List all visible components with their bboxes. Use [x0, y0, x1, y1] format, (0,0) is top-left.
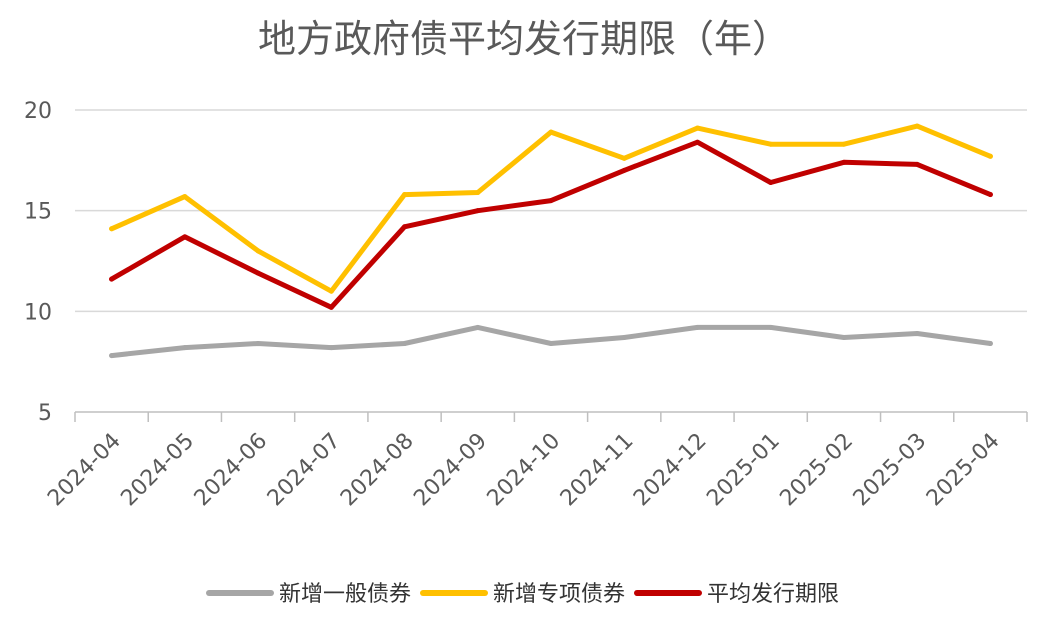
legend-label-2: 平均发行期限 — [707, 582, 839, 607]
chart-title: 地方政府债平均发行期限（年） — [258, 17, 790, 61]
x-tick-label: 2024-11 — [556, 429, 639, 512]
x-tick-label: 2025-02 — [775, 429, 858, 512]
legend-label-1: 新增专项债券 — [493, 582, 625, 607]
data-point — [402, 341, 408, 347]
y-tick-label: 20 — [24, 99, 52, 124]
data-point — [987, 341, 993, 347]
data-point — [475, 190, 481, 196]
y-tick-label: 15 — [24, 200, 52, 225]
x-tick-label: 2024-09 — [409, 429, 492, 512]
data-point — [841, 335, 847, 341]
x-tick-label: 2025-04 — [922, 429, 1005, 512]
data-point — [548, 198, 554, 204]
data-point — [694, 324, 700, 330]
data-point — [255, 341, 261, 347]
data-point — [328, 288, 334, 294]
data-point — [621, 167, 627, 173]
data-point — [768, 324, 774, 330]
data-point — [914, 330, 920, 336]
data-point — [182, 234, 188, 240]
x-tick-label: 2024-08 — [336, 429, 419, 512]
x-axis — [74, 411, 1028, 422]
grid-lines — [75, 109, 1027, 313]
data-point — [109, 353, 115, 359]
x-tick-label: 2024-12 — [629, 429, 712, 512]
y-tick-label: 10 — [24, 300, 52, 325]
data-point — [621, 335, 627, 341]
legend-label-0: 新增一般债券 — [279, 582, 411, 607]
data-point — [621, 155, 627, 161]
data-point — [987, 153, 993, 159]
data-point — [914, 123, 920, 129]
data-point — [694, 125, 700, 131]
x-tick-label: 2024-07 — [263, 429, 346, 512]
data-point — [548, 341, 554, 347]
data-point — [768, 141, 774, 147]
data-point — [402, 192, 408, 198]
x-tick-label: 2025-01 — [702, 429, 785, 512]
data-point — [109, 276, 115, 282]
data-point — [768, 179, 774, 185]
data-point — [402, 224, 408, 230]
y-tick-label: 5 — [38, 401, 52, 426]
data-point — [182, 194, 188, 200]
x-tick-label: 2024-05 — [116, 429, 199, 512]
data-point — [475, 324, 481, 330]
data-point — [548, 129, 554, 135]
data-point — [182, 345, 188, 351]
data-point — [255, 270, 261, 276]
x-axis-ticks: 2024-042024-052024-062024-072024-082024-… — [43, 429, 1004, 512]
data-point — [475, 208, 481, 214]
data-point — [328, 345, 334, 351]
series-line-2 — [109, 139, 993, 310]
x-tick-label: 2025-03 — [849, 429, 932, 512]
y-axis-ticks: 5 10 15 20 — [24, 99, 52, 426]
x-tick-label: 2024-06 — [190, 429, 273, 512]
data-point — [987, 192, 993, 198]
data-point — [109, 226, 115, 232]
x-tick-label: 2024-10 — [483, 429, 566, 512]
series-lines — [109, 123, 993, 359]
data-point — [255, 248, 261, 254]
x-tick-label: 2024-04 — [43, 429, 126, 512]
data-point — [694, 139, 700, 145]
legend: 新增一般债券 新增专项债券 平均发行期限 — [206, 582, 839, 607]
data-point — [841, 141, 847, 147]
data-point — [841, 159, 847, 165]
data-point — [914, 161, 920, 167]
data-point — [328, 304, 334, 310]
